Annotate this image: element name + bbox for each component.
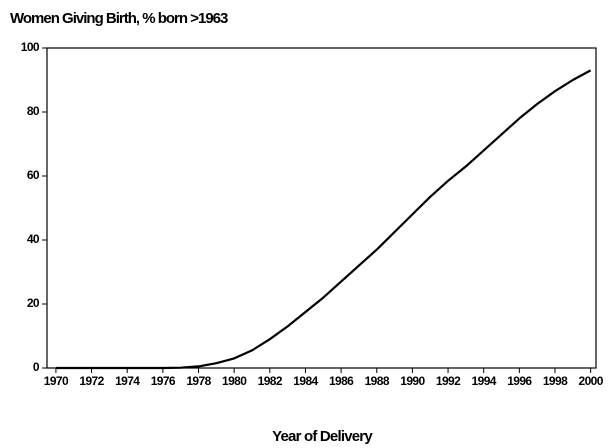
x-tick-label: 1970	[44, 374, 69, 388]
y-tick-label: 100	[21, 40, 40, 54]
x-tick-label: 1976	[151, 374, 176, 388]
x-tick-label: 1980	[222, 374, 247, 388]
x-tick-label: 1972	[79, 374, 104, 388]
x-tick-label: 2000	[579, 374, 604, 388]
y-tick-label: 80	[27, 104, 40, 118]
y-tick-label: 0	[33, 360, 40, 374]
x-tick-label: 1990	[400, 374, 425, 388]
x-tick-label: 1986	[329, 374, 354, 388]
x-axis-label: Year of Delivery	[272, 428, 373, 445]
x-tick-label: 1974	[115, 374, 140, 388]
y-tick-label: 60	[27, 168, 40, 182]
x-tick-label: 1996	[507, 374, 532, 388]
x-tick-label: 1982	[258, 374, 283, 388]
y-tick-label: 20	[27, 296, 40, 310]
x-tick-label: 1994	[472, 374, 497, 388]
x-tick-label: 1988	[365, 374, 390, 388]
line	[55, 69, 592, 370]
x-tick-label: 1984	[293, 374, 318, 388]
plot-frame	[46, 47, 597, 369]
x-tick-label: 1998	[543, 374, 568, 388]
x-tick-label: 1992	[436, 374, 461, 388]
x-tick-label: 1978	[186, 374, 211, 388]
chart-title: Women Giving Birth, % born >1963	[10, 10, 228, 27]
y-tick-label: 40	[27, 232, 40, 246]
